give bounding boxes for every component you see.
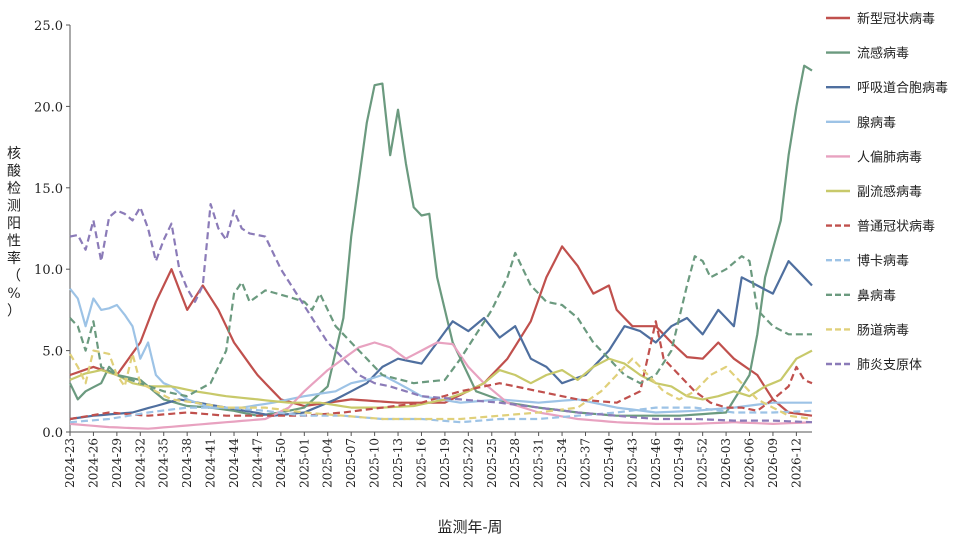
y-tick-label: 0.0 bbox=[42, 426, 63, 441]
x-tick-label: 2024-50 bbox=[274, 438, 288, 488]
x-tick-label: 2024-32 bbox=[133, 438, 147, 488]
x-axis-label: 监测年-周 bbox=[437, 518, 502, 536]
legend-label: 鼻病毒 bbox=[857, 288, 896, 304]
x-tick-label: 2024-29 bbox=[110, 438, 124, 488]
y-label-char: 酸 bbox=[7, 164, 21, 180]
x-tick-label: 2025-13 bbox=[391, 438, 405, 488]
x-tick-label: 2025-01 bbox=[297, 438, 311, 488]
legend-label: 普通冠状病毒 bbox=[857, 220, 935, 235]
x-tick-label: 2024-47 bbox=[250, 438, 264, 488]
y-label-char: 阳 bbox=[7, 216, 21, 232]
x-tick-label: 2026-09 bbox=[766, 438, 780, 488]
series-line-10 bbox=[69, 349, 813, 421]
series-line-6 bbox=[69, 349, 813, 409]
legend-label: 博卡病毒 bbox=[857, 254, 909, 269]
x-tick-label: 2024-44 bbox=[227, 438, 241, 488]
y-label-char: （ bbox=[7, 269, 21, 285]
x-tick-label: 2025-07 bbox=[344, 438, 358, 488]
x-tick-label: 2026-06 bbox=[743, 438, 757, 488]
series-line-5 bbox=[69, 341, 813, 430]
y-tick-label: 20.0 bbox=[34, 100, 63, 115]
x-tick-label: 2024-38 bbox=[180, 438, 194, 488]
series-line-9 bbox=[69, 251, 812, 398]
y-label-char: % bbox=[7, 286, 20, 302]
legend-label: 呼吸道合胞病毒 bbox=[857, 81, 948, 96]
legend-label: 人偏肺病毒 bbox=[857, 150, 922, 165]
x-tick-label: 2025-04 bbox=[321, 438, 335, 488]
x-tick-label: 2026-03 bbox=[719, 438, 733, 488]
x-tick-label: 2025-40 bbox=[602, 438, 616, 488]
x-tick-label: 2025-10 bbox=[368, 438, 382, 488]
legend-label: 肺炎支原体 bbox=[857, 358, 922, 373]
chart-axes: 0.0 5.0 10.0 15.0 20.0 25.0 2024-23 2024-26 2024… bbox=[34, 19, 812, 488]
x-tick-label: 2025-31 bbox=[532, 438, 546, 488]
x-tick-label: 2024-41 bbox=[204, 438, 218, 488]
y-label-char: 率 bbox=[7, 250, 21, 267]
x-tick-label: 2025-34 bbox=[555, 438, 569, 488]
legend-label: 腺病毒 bbox=[857, 116, 896, 131]
legend-label: 流感病毒 bbox=[857, 46, 909, 62]
x-tick-label: 2024-23 bbox=[63, 438, 77, 488]
series-line-8 bbox=[69, 406, 813, 424]
x-tick-label: 2025-28 bbox=[508, 438, 522, 488]
legend-label: 新型冠状病毒 bbox=[857, 11, 935, 27]
x-tick-label: 2025-19 bbox=[438, 438, 452, 488]
y-label-char: 检 bbox=[7, 181, 21, 197]
series-layer bbox=[69, 64, 813, 430]
y-tick-label: 5.0 bbox=[42, 345, 63, 360]
y-label-char: 性 bbox=[7, 234, 21, 250]
x-tick-label: 2025-22 bbox=[461, 438, 475, 488]
series-line-7 bbox=[69, 320, 813, 421]
x-tick-label: 2025-37 bbox=[578, 438, 592, 488]
series-line-2 bbox=[69, 64, 813, 417]
x-tick-label: 2025-25 bbox=[485, 438, 499, 488]
y-tick-label: 15.0 bbox=[34, 182, 63, 197]
x-tick-label: 2024-35 bbox=[157, 438, 171, 488]
y-label-char: ） bbox=[7, 304, 21, 320]
x-tick-label: 2024-26 bbox=[86, 438, 100, 488]
x-tick-label: 2026-12 bbox=[789, 438, 803, 488]
x-tick-label: 2025-49 bbox=[672, 438, 686, 488]
chart-legend: 新型冠状病毒流感病毒呼吸道合胞病毒腺病毒人偏肺病毒副流感病毒普通冠状病毒博卡病毒… bbox=[826, 11, 948, 373]
y-label-char: 测 bbox=[7, 199, 21, 215]
series-line-11 bbox=[69, 203, 813, 424]
x-tick-label: 2025-46 bbox=[649, 438, 663, 488]
y-tick-label: 25.0 bbox=[34, 19, 63, 34]
x-tick-label: 2025-16 bbox=[414, 438, 428, 488]
y-label-char: 核 bbox=[7, 146, 21, 162]
x-tick-label: 2025-43 bbox=[625, 438, 639, 488]
legend-label: 副流感病毒 bbox=[857, 184, 922, 200]
legend-label: 肠道病毒 bbox=[857, 323, 909, 338]
x-tick-label: 2025-52 bbox=[696, 438, 710, 488]
series-line-1 bbox=[69, 245, 813, 417]
y-tick-label: 10.0 bbox=[34, 263, 63, 278]
